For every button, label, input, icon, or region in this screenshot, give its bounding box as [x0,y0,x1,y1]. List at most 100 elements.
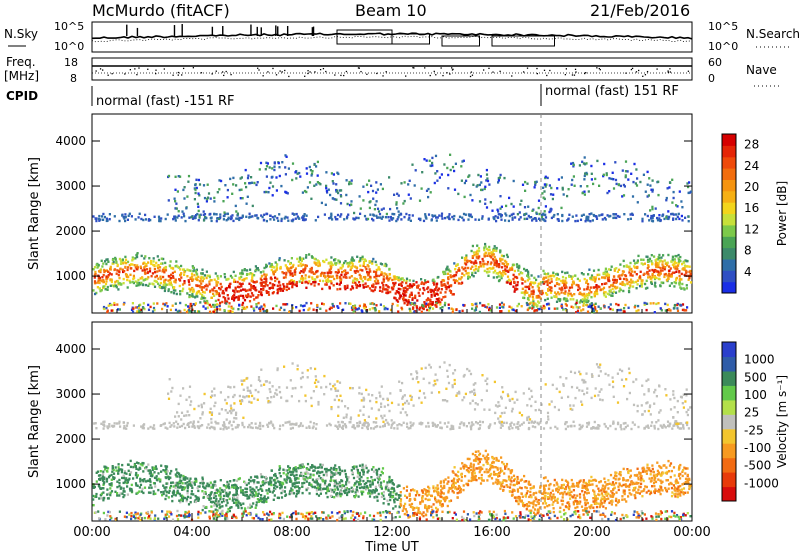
scatter-cell [259,271,262,274]
scatter-cell [331,475,334,478]
colorbar-tick-label: 8 [744,244,752,258]
scatter-cell [473,459,476,462]
scatter-cell [658,260,661,263]
scatter-cell [159,275,162,278]
scatter-cell [236,214,239,217]
scatter-cell [238,218,241,222]
scatter-cell [174,281,177,284]
scatter-cell [666,217,669,220]
scatter-cell [351,258,354,261]
scatter-cell [257,489,260,492]
scatter-cell [434,214,437,217]
scatter-cell [506,269,509,273]
scatter-cell [159,277,163,281]
scatter-cell [416,299,419,302]
scatter-cell [340,213,343,216]
scatter-cell [474,308,478,312]
scatter-cell [233,289,236,293]
scatter-cell [571,161,575,165]
scatter-cell [274,261,277,264]
scatter-cell [372,219,375,222]
scatter-cell [676,267,679,271]
scatter-cell [462,159,465,162]
scatter-cell [246,195,249,198]
scatter-cell [677,260,680,263]
scatter-cell [596,159,599,163]
scatter-cell [680,200,683,203]
scatter-cell [520,305,523,308]
nsky-label: N.Sky [4,27,38,41]
scatter-cell [325,184,328,188]
scatter-cell [213,286,216,289]
scatter-cell [140,254,143,258]
scatter-cell [338,260,341,263]
scatter-cell [677,253,680,257]
scatter-cell [241,490,244,493]
scatter-cell [461,256,464,259]
scatter-cell [395,203,398,206]
scatter-cell [531,295,534,298]
scatter-cell [612,290,615,293]
scatter-cell [505,462,509,466]
scatter-cell [108,218,111,221]
scatter-cell [473,269,476,272]
scatter-cell [232,176,235,180]
scatter-cell [614,287,617,290]
scatter-cell [492,247,495,251]
scatter-cell [240,271,243,275]
scatter-cell [399,282,402,286]
scatter-cell [259,309,262,312]
scatter-cell [255,280,258,283]
scatter-cell [289,489,292,493]
scatter-cell [244,487,247,490]
scatter-cell [370,184,373,187]
scatter-cell [373,275,376,279]
scatter-cell [498,303,502,306]
scatter-cell [138,281,141,285]
scatter-cell [211,483,214,486]
scatter-cell [102,273,105,277]
scatter-cell [513,275,516,279]
scatter-cell [186,292,189,295]
scatter-cell [504,268,507,271]
scatter-cell [578,306,581,309]
scatter-cell [583,178,586,181]
scatter-cell [183,273,186,276]
scatter-cell [296,215,299,218]
colorbar-segment [722,213,736,226]
scatter-cell [440,212,444,215]
scatter-cell [125,273,128,277]
scatter-cell [208,280,211,283]
scatter-cell [430,494,433,497]
scatter-cell [141,277,144,280]
scatter-cell [328,287,331,290]
scatter-cell [612,281,615,284]
scatter-cell [528,302,531,305]
scatter-cell [282,283,285,286]
scatter-cell [247,294,250,298]
scatter-cell [409,310,412,313]
scatter-cell [498,270,501,274]
scatter-cell [143,278,147,281]
scatter-cell [341,265,344,268]
scatter-cell [357,307,360,310]
scatter-cell [570,162,573,165]
scatter-cell [240,188,243,191]
scatter-cell [310,174,313,177]
scatter-cell [208,510,211,513]
scatter-cell [397,210,400,213]
scatter-cell [208,213,211,216]
scatter-cell [557,219,560,222]
scatter-cell [192,303,195,306]
scatter-cell [640,279,644,282]
scatter-cell [334,263,337,266]
scatter-cell [234,204,237,208]
scatter-cell [604,270,607,273]
scatter-cell [546,280,549,283]
scatter-cell [202,219,206,222]
scatter-cell [391,278,394,282]
scatter-cell [370,289,373,292]
scatter-cell [649,302,652,305]
scatter-cell [622,259,625,263]
scatter-cell [164,266,168,269]
